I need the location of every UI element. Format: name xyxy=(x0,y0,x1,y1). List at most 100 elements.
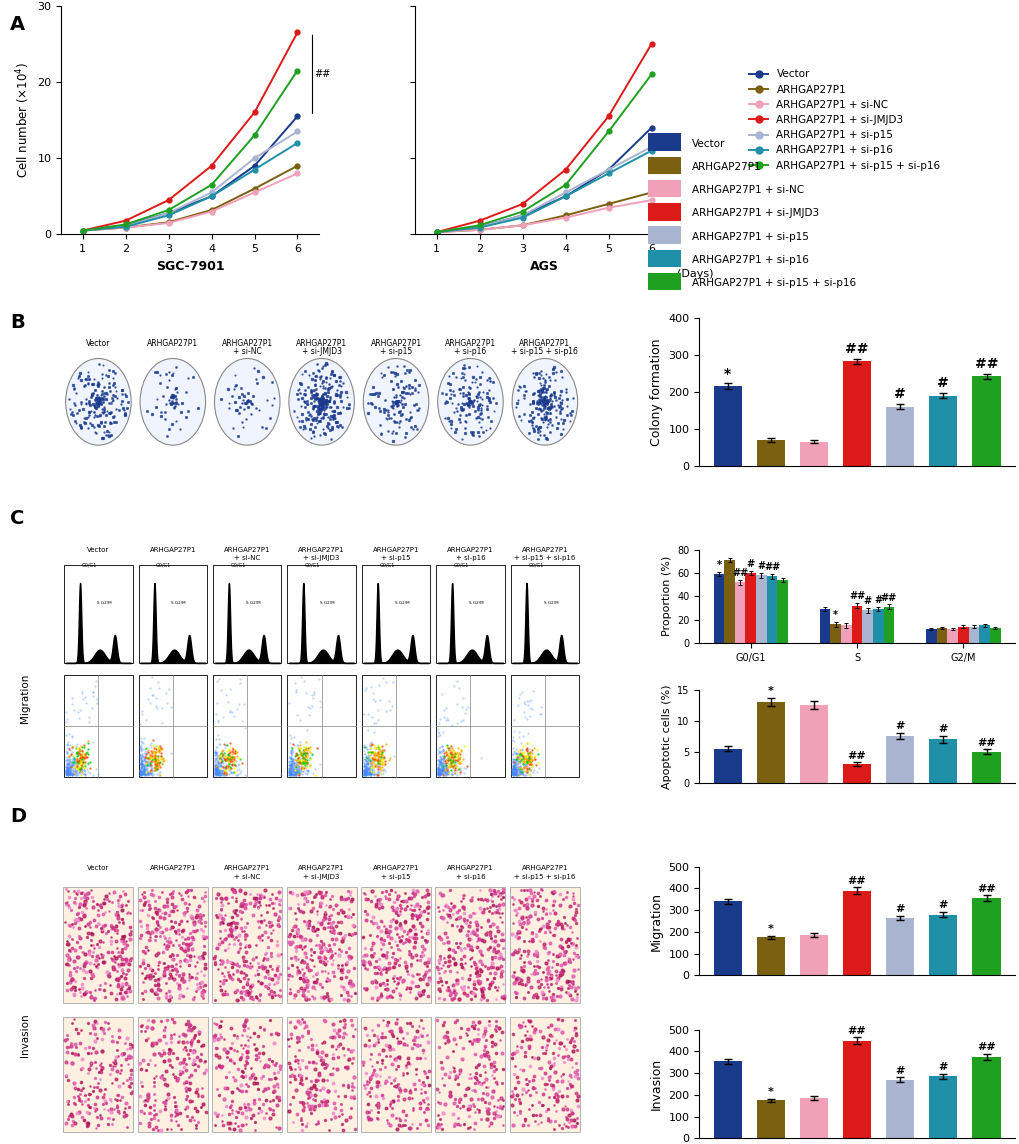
Text: ARHGAP27P1: ARHGAP27P1 xyxy=(224,547,270,553)
Bar xyxy=(713,901,741,976)
Line: Vector: Vector xyxy=(81,113,300,233)
Text: Invasion: Invasion xyxy=(19,1014,30,1057)
Bar xyxy=(755,575,766,643)
ARHGAP27P1 + si-JMJD3 xyxy=(291,25,304,39)
Bar xyxy=(886,737,913,782)
Text: *: * xyxy=(767,1087,773,1097)
Text: ARHGAP27P1: ARHGAP27P1 xyxy=(519,339,570,348)
Bar xyxy=(647,204,680,221)
Line: ARHGAP27P1: ARHGAP27P1 xyxy=(81,164,300,233)
Text: ##: ## xyxy=(847,875,865,885)
Text: ARHGAP27P1 + si-p15 + si-p16: ARHGAP27P1 + si-p15 + si-p16 xyxy=(691,278,855,288)
Text: ##: ## xyxy=(847,1025,865,1035)
Text: G0/G1: G0/G1 xyxy=(230,563,246,567)
Bar xyxy=(756,937,784,976)
Bar xyxy=(362,675,430,778)
Text: ##: ## xyxy=(847,750,865,761)
X-axis label: SGC-7901: SGC-7901 xyxy=(156,260,224,272)
ARHGAP27P1 xyxy=(119,221,131,235)
Bar xyxy=(287,675,356,778)
ARHGAP27P1 + si-p15 + si-p16 xyxy=(205,178,217,192)
Bar xyxy=(799,705,827,782)
Text: G0/G1: G0/G1 xyxy=(82,563,97,567)
Text: ARHGAP27P1: ARHGAP27P1 xyxy=(221,339,272,348)
Bar xyxy=(511,565,579,662)
Bar xyxy=(510,887,579,1002)
Text: (Days): (Days) xyxy=(677,269,713,279)
ARHGAP27P1 + si-p16 xyxy=(119,220,131,233)
Text: *: * xyxy=(833,610,838,620)
Bar xyxy=(212,1017,282,1133)
ARHGAP27P1 + si-p15 + si-p16 xyxy=(249,128,261,142)
ARHGAP27P1 xyxy=(162,215,174,229)
Bar xyxy=(928,1077,957,1138)
ARHGAP27P1 xyxy=(291,159,304,173)
Text: + si-JMJD3: + si-JMJD3 xyxy=(304,874,339,880)
Text: S G2/M: S G2/M xyxy=(543,601,557,605)
Text: + si-p15 + si-p16: + si-p15 + si-p16 xyxy=(514,555,575,561)
Bar xyxy=(971,898,1000,976)
Text: #: # xyxy=(936,376,949,390)
Y-axis label: Invasion: Invasion xyxy=(649,1058,662,1110)
Text: + si-p16: + si-p16 xyxy=(455,874,485,880)
ARHGAP27P1 + si-p15 xyxy=(162,206,174,220)
Bar xyxy=(776,580,788,643)
Text: ARHGAP27P1: ARHGAP27P1 xyxy=(372,866,419,872)
Bar xyxy=(756,702,784,782)
Bar xyxy=(971,752,1000,782)
Bar xyxy=(925,629,935,643)
Bar xyxy=(829,625,841,643)
Bar xyxy=(928,739,957,782)
Text: ##: ## xyxy=(845,342,868,356)
Bar xyxy=(819,609,829,643)
Bar xyxy=(647,227,680,244)
Bar xyxy=(861,610,872,643)
Vector xyxy=(119,219,131,232)
Bar xyxy=(723,561,734,643)
Text: S G2/M: S G2/M xyxy=(469,601,483,605)
Text: ##: ## xyxy=(976,1042,995,1052)
Bar xyxy=(63,887,133,1002)
Text: Vector: Vector xyxy=(88,866,109,872)
Bar xyxy=(886,1080,913,1138)
Bar xyxy=(842,1041,870,1138)
Bar xyxy=(935,628,947,643)
Text: ARHGAP27P1: ARHGAP27P1 xyxy=(372,547,419,553)
Text: G0/G1: G0/G1 xyxy=(453,563,469,567)
Bar xyxy=(138,887,208,1002)
ARHGAP27P1 + si-p15 xyxy=(119,220,131,233)
Bar xyxy=(971,376,1000,466)
Text: ##: ## xyxy=(732,569,748,578)
Text: A: A xyxy=(10,15,25,34)
Bar xyxy=(362,565,430,662)
ARHGAP27P1 + si-JMJD3 xyxy=(249,105,261,119)
Text: ARHGAP27P1 + si-NC: ARHGAP27P1 + si-NC xyxy=(691,185,803,196)
Vector xyxy=(162,206,174,220)
Text: ARHGAP27P1 + si-JMJD3: ARHGAP27P1 + si-JMJD3 xyxy=(691,208,818,219)
Text: #: # xyxy=(746,558,754,569)
Y-axis label: Colony formation: Colony formation xyxy=(649,339,662,446)
Text: G0/G1: G0/G1 xyxy=(305,563,320,567)
Y-axis label: Migration: Migration xyxy=(649,891,662,951)
Text: G0/G1: G0/G1 xyxy=(379,563,394,567)
Text: G0/G1: G0/G1 xyxy=(528,563,543,567)
Text: Vector: Vector xyxy=(87,339,110,348)
Text: #: # xyxy=(937,724,947,734)
Bar xyxy=(842,891,870,976)
Bar xyxy=(886,407,913,466)
Text: ARHGAP27P1: ARHGAP27P1 xyxy=(521,547,568,553)
Bar xyxy=(286,887,357,1002)
Line: ARHGAP27P1 + si-p16: ARHGAP27P1 + si-p16 xyxy=(81,141,300,233)
Bar xyxy=(947,629,957,643)
Bar xyxy=(756,440,784,466)
Text: #: # xyxy=(895,904,904,914)
Bar xyxy=(361,887,431,1002)
ARHGAP27P1 + si-p16 xyxy=(162,208,174,222)
Text: *: * xyxy=(767,924,773,934)
Text: + si-p15: + si-p15 xyxy=(381,555,411,561)
Text: ARHGAP27P1 + si-p16: ARHGAP27P1 + si-p16 xyxy=(691,255,808,265)
ARHGAP27P1 + si-NC xyxy=(162,216,174,230)
Bar xyxy=(647,249,680,268)
Text: ARHGAP27P1: ARHGAP27P1 xyxy=(521,866,568,872)
ARHGAP27P1 + si-JMJD3 xyxy=(76,224,89,238)
